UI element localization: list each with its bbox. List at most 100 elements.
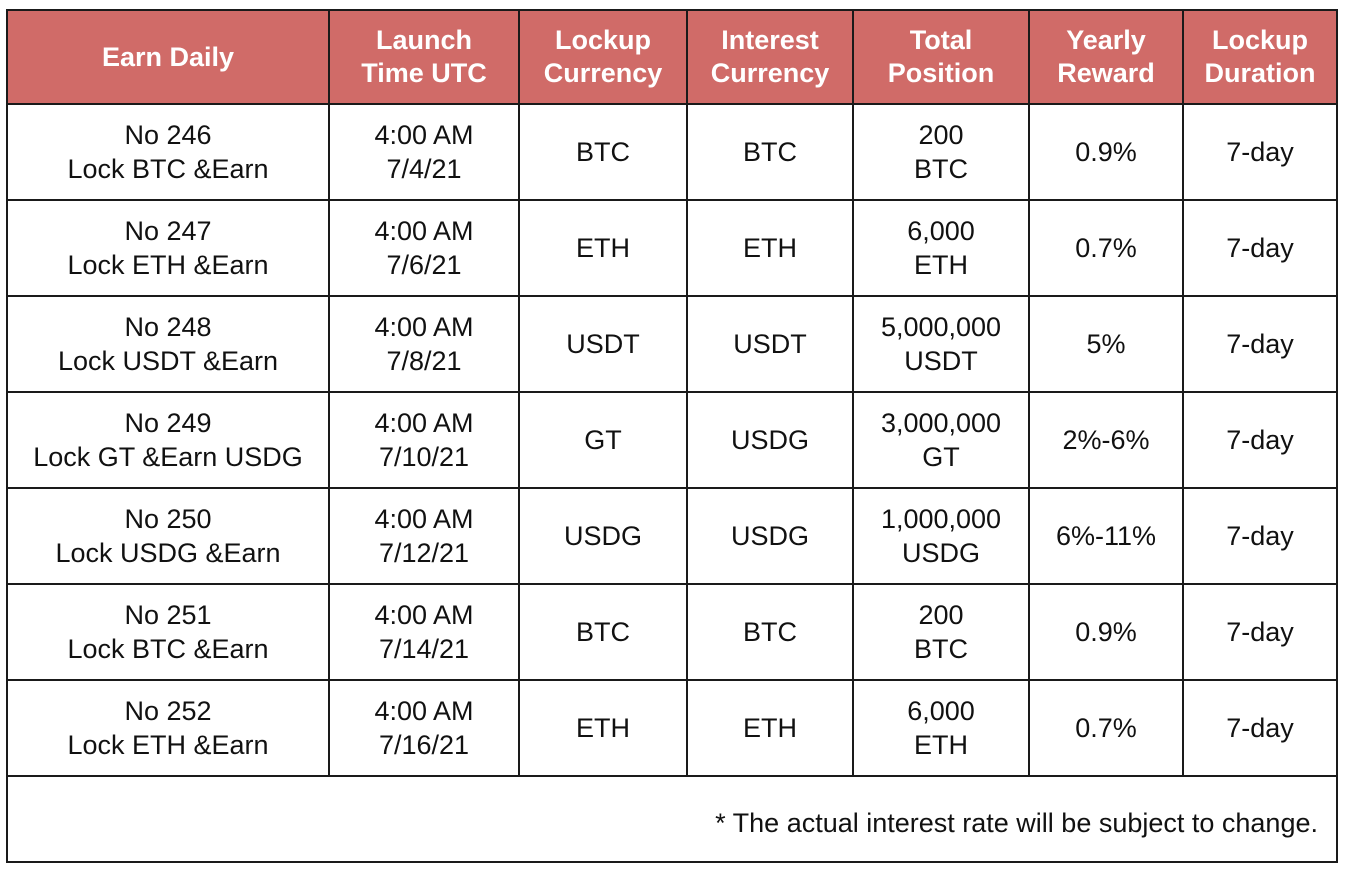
cell-product-text: No 250	[124, 504, 212, 534]
cell-lockup-duration: 7-day	[1182, 199, 1338, 297]
cell-launch-time-text: 7/14/21	[378, 634, 470, 664]
cell-interest-currency: USDG	[686, 487, 854, 585]
cell-lockup-duration-text: 7-day	[1226, 617, 1294, 647]
cell-yearly-reward-text: 6%-11%	[1055, 521, 1157, 551]
cell-yearly-reward: 0.7%	[1028, 199, 1184, 297]
table-row: No 247 Lock ETH &Earn 4:00 AM 7/6/21 ETH ETH 6…	[6, 199, 1338, 297]
cell-yearly-reward: 5%	[1028, 295, 1184, 393]
cell-lockup-currency: USDG	[518, 487, 688, 585]
footnote-cell: * The actual interest rate will be subje…	[6, 775, 1338, 863]
cell-product: No 247 Lock ETH &Earn	[6, 199, 330, 297]
cell-lockup-duration-text: 7-day	[1226, 713, 1294, 743]
header-lockup-currency: Lockup Currency	[518, 9, 688, 105]
cell-total-position-text: 6,000	[907, 216, 975, 246]
cell-launch-time-text: 4:00 AM	[374, 120, 474, 150]
cell-yearly-reward-text: 0.7%	[1075, 233, 1137, 263]
cell-lockup-currency-text: USDG	[563, 521, 642, 551]
cell-yearly-reward: 0.9%	[1028, 583, 1184, 681]
cell-launch-time-text: 7/16/21	[378, 730, 470, 760]
cell-launch-time-text: 4:00 AM	[374, 504, 474, 534]
cell-launch-time-text: 4:00 AM	[374, 216, 474, 246]
cell-lockup-currency: BTC	[518, 103, 688, 201]
cell-total-position: 200 BTC	[852, 103, 1030, 201]
cell-yearly-reward-text: 0.9%	[1075, 617, 1137, 647]
cell-product-text: No 248	[124, 312, 212, 342]
cell-launch-time-text: 4:00 AM	[374, 408, 474, 438]
cell-product: No 251 Lock BTC &Earn	[6, 583, 330, 681]
cell-launch-time-text: 7/8/21	[386, 346, 462, 376]
cell-launch-time: 4:00 AM 7/14/21	[328, 583, 520, 681]
cell-yearly-reward-text: 2%-6%	[1062, 425, 1150, 455]
cell-yearly-reward-text: 5%	[1086, 329, 1126, 359]
table-row: No 250 Lock USDG &Earn 4:00 AM 7/12/21 USDG U…	[6, 487, 1338, 585]
cell-interest-currency: ETH	[686, 679, 854, 777]
cell-interest-currency: ETH	[686, 199, 854, 297]
footnote-row: * The actual interest rate will be subje…	[6, 775, 1338, 863]
table-row: No 246 Lock BTC &Earn 4:00 AM 7/4/21 BTC BTC 2…	[6, 103, 1338, 201]
cell-interest-currency-text: USDG	[730, 521, 809, 551]
cell-interest-currency: USDT	[686, 295, 854, 393]
cell-launch-time: 4:00 AM 7/10/21	[328, 391, 520, 489]
cell-lockup-duration-text: 7-day	[1226, 233, 1294, 263]
cell-yearly-reward: 0.7%	[1028, 679, 1184, 777]
cell-total-position-text: BTC	[914, 154, 968, 184]
cell-lockup-currency-text: GT	[584, 425, 622, 455]
cell-product-text: Lock USDT &Earn	[57, 346, 279, 376]
cell-lockup-duration: 7-day	[1182, 295, 1338, 393]
table-body: No 246 Lock BTC &Earn 4:00 AM 7/4/21 BTC BTC 2…	[6, 103, 1338, 777]
cell-launch-time-text: 7/10/21	[378, 442, 470, 472]
cell-lockup-currency: GT	[518, 391, 688, 489]
header-yearly-reward: Yearly Reward	[1028, 9, 1184, 105]
cell-product-text: No 246	[124, 120, 212, 150]
cell-product: No 248 Lock USDT &Earn	[6, 295, 330, 393]
cell-product: No 250 Lock USDG &Earn	[6, 487, 330, 585]
cell-interest-currency-text: BTC	[743, 137, 797, 167]
cell-yearly-reward: 0.9%	[1028, 103, 1184, 201]
cell-lockup-currency-text: ETH	[576, 713, 630, 743]
cell-product: No 252 Lock ETH &Earn	[6, 679, 330, 777]
cell-lockup-currency-text: BTC	[576, 137, 630, 167]
cell-yearly-reward-text: 0.9%	[1075, 137, 1137, 167]
footnote-text: * The actual interest rate will be subje…	[715, 808, 1318, 838]
header-earn-daily: Earn Daily	[6, 9, 330, 105]
cell-total-position: 5,000,000 USDT	[852, 295, 1030, 393]
cell-product: No 249 Lock GT &Earn USDG	[6, 391, 330, 489]
cell-lockup-duration: 7-day	[1182, 583, 1338, 681]
cell-lockup-currency: ETH	[518, 199, 688, 297]
cell-launch-time-text: 7/6/21	[386, 250, 462, 280]
cell-total-position: 6,000 ETH	[852, 679, 1030, 777]
cell-interest-currency: BTC	[686, 103, 854, 201]
cell-launch-time-text: 7/4/21	[386, 154, 462, 184]
cell-lockup-currency: ETH	[518, 679, 688, 777]
cell-interest-currency-text: ETH	[743, 233, 797, 263]
cell-launch-time-text: 7/12/21	[378, 538, 470, 568]
cell-total-position-text: 200	[918, 600, 964, 630]
cell-lockup-currency: USDT	[518, 295, 688, 393]
table-row: No 251 Lock BTC &Earn 4:00 AM 7/14/21 BTC BTC…	[6, 583, 1338, 681]
cell-launch-time: 4:00 AM 7/8/21	[328, 295, 520, 393]
cell-product-text: Lock BTC &Earn	[67, 634, 269, 664]
cell-lockup-duration-text: 7-day	[1226, 137, 1294, 167]
cell-total-position-text: GT	[922, 442, 960, 472]
cell-yearly-reward-text: 0.7%	[1075, 713, 1137, 743]
cell-lockup-currency: BTC	[518, 583, 688, 681]
header-lockup-duration: Lockup Duration	[1182, 9, 1338, 105]
cell-total-position-text: 200	[918, 120, 964, 150]
cell-interest-currency-text: USDG	[730, 425, 809, 455]
cell-yearly-reward: 6%-11%	[1028, 487, 1184, 585]
cell-total-position-text: USDG	[901, 538, 980, 568]
cell-product-text: Lock ETH &Earn	[67, 250, 269, 280]
cell-product-text: Lock USDG &Earn	[55, 538, 281, 568]
cell-product-text: No 249	[124, 408, 212, 438]
cell-lockup-currency-text: ETH	[576, 233, 630, 263]
header-interest-currency: Interest Currency	[686, 9, 854, 105]
cell-lockup-duration-text: 7-day	[1226, 521, 1294, 551]
cell-product-text: No 251	[124, 600, 212, 630]
earn-daily-table-container: Earn Daily Launch Time UTC Lockup Currency…	[6, 9, 1338, 863]
cell-total-position: 3,000,000 GT	[852, 391, 1030, 489]
cell-launch-time: 4:00 AM 7/16/21	[328, 679, 520, 777]
cell-product-text: Lock ETH &Earn	[67, 730, 269, 760]
earn-daily-table: Earn Daily Launch Time UTC Lockup Currency…	[6, 9, 1338, 863]
cell-lockup-currency-text: BTC	[576, 617, 630, 647]
cell-launch-time: 4:00 AM 7/4/21	[328, 103, 520, 201]
